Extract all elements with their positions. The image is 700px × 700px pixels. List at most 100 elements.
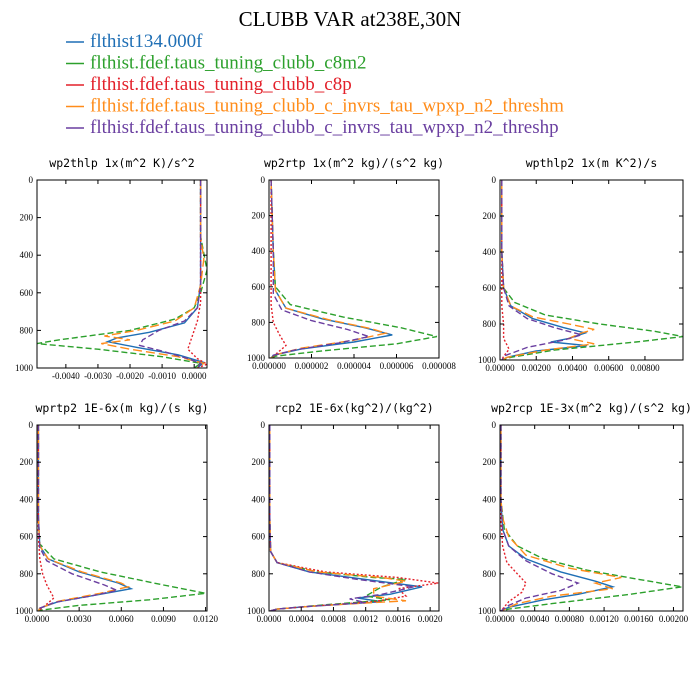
- y-tick-label: 600: [252, 532, 266, 542]
- series-line-1: [270, 180, 393, 358]
- y-tick-label: 800: [483, 319, 497, 329]
- x-tick-label: 0.00400: [558, 363, 588, 373]
- x-tick-label: 0.000002: [295, 361, 329, 371]
- legend-label: flthist.fdef.taus_tuning_clubb_c8p: [90, 74, 352, 95]
- y-tick-label: 1000: [15, 363, 34, 373]
- y-tick-label: 800: [20, 325, 34, 335]
- x-tick-label: -0.0030: [84, 371, 112, 381]
- x-tick-label: 0.0090: [151, 614, 176, 624]
- plot-frame: [499, 424, 684, 612]
- series-line-4: [501, 180, 595, 360]
- x-tick-label: 0.0030: [67, 614, 92, 624]
- panel-6: wp2rcp 1E-3x(m^2 kg)/(s^2 kg) 0 200 400 600 8…: [478, 401, 692, 624]
- legend: flthist134.000fflthist.fdef.taus_tuning_…: [66, 31, 564, 138]
- x-tick-label: 0.0000: [182, 371, 207, 381]
- series-line-2: [500, 425, 683, 611]
- x-tick-label: 0.00200: [659, 614, 689, 624]
- x-tick-label: 0.000000: [252, 361, 286, 371]
- y-tick-label: 800: [252, 317, 266, 327]
- x-tick-label: 0.00040: [520, 614, 550, 624]
- y-tick-label: 400: [483, 494, 497, 504]
- x-tick-label: 0.000008: [422, 361, 456, 371]
- panel-title: wp2rtp 1x(m^2 kg)/(s^2 kg): [264, 156, 444, 170]
- x-tick-label: 0.00800: [630, 363, 660, 373]
- y-tick-label: 0: [29, 175, 34, 185]
- y-tick-label: 0: [29, 420, 34, 430]
- y-tick-label: 1000: [478, 606, 497, 616]
- y-tick-label: 1000: [478, 355, 497, 365]
- y-tick-label: 200: [20, 213, 34, 223]
- y-tick-label: 400: [20, 494, 34, 504]
- y-tick-label: 0: [261, 420, 266, 430]
- x-tick-label: 0.00120: [589, 614, 619, 624]
- series-line-2: [501, 180, 683, 360]
- y-tick-label: 0: [492, 420, 497, 430]
- legend-label: flthist.fdef.taus_tuning_clubb_c_invrs_t…: [90, 96, 564, 117]
- y-tick-label: 600: [252, 282, 266, 292]
- legend-label: flthist.fdef.taus_tuning_clubb_c8m2: [90, 53, 367, 74]
- y-tick-label: 400: [252, 246, 266, 256]
- series-line-4: [500, 425, 622, 611]
- x-tick-label: 0.0060: [109, 614, 134, 624]
- x-tick-label: 0.00160: [624, 614, 654, 624]
- x-tick-label: 0.0000: [257, 614, 282, 624]
- x-tick-label: 0.0120: [193, 614, 218, 624]
- series-line-3: [500, 425, 527, 611]
- y-tick-label: 200: [483, 211, 497, 221]
- series-line-1: [105, 180, 206, 368]
- x-tick-label: 0.0016: [386, 614, 411, 624]
- panel-3: wpthlp2 1x(m K^2)/s020040060080010000.00…: [478, 156, 684, 373]
- panel-title: wprtp2 1E-6x(m kg)/(s kg): [35, 401, 208, 415]
- series-line-5: [138, 180, 202, 368]
- panel-1: wp2thlp 1x(m^2 K)/s^2 0 200 400 600 800 1000 -0…: [15, 156, 208, 381]
- plot-frame: [36, 424, 208, 612]
- y-tick-label: 600: [20, 532, 34, 542]
- panel-5: rcp2 1E-6x(kg^2)/(kg^2) 0 200 400 600 800 1000…: [247, 401, 443, 624]
- x-tick-label: 0.00080: [555, 614, 585, 624]
- x-tick-label: -0.0040: [52, 371, 80, 381]
- x-tick-label: 0.000006: [380, 361, 414, 371]
- y-tick-label: 200: [20, 457, 34, 467]
- legend-label: flthist134.000f: [90, 31, 203, 52]
- y-tick-label: 1000: [247, 606, 266, 616]
- panels: wp2thlp 1x(m^2 K)/s^2 0 200 400 600 800 1000 -0…: [15, 156, 692, 624]
- y-tick-label: 400: [20, 250, 34, 260]
- y-tick-label: 1000: [247, 353, 266, 363]
- series-line-5: [501, 180, 585, 360]
- series-line-2: [37, 180, 207, 368]
- series-line-3: [37, 425, 55, 611]
- panel-title: wpthlp2 1x(m K^2)/s: [526, 156, 658, 170]
- figure-title: CLUBB VAR at238E,30N: [239, 7, 462, 31]
- series-line-3: [501, 180, 510, 360]
- x-tick-label: 0.0004: [289, 614, 314, 624]
- plot-frame: [268, 424, 440, 612]
- y-tick-label: 400: [483, 247, 497, 257]
- x-tick-label: 0.00200: [522, 363, 552, 373]
- panel-title: wp2rcp 1E-3x(m^2 kg)/(s^2 kg): [491, 401, 692, 415]
- y-tick-label: 200: [483, 457, 497, 467]
- series-line-5: [500, 425, 581, 611]
- x-tick-label: 0.00000: [485, 614, 515, 624]
- legend-label: flthist.fdef.taus_tuning_clubb_c_invrs_t…: [90, 117, 559, 138]
- series-line-5: [269, 425, 415, 611]
- x-tick-label: 0.0012: [353, 614, 378, 624]
- plot-frame: [36, 179, 208, 369]
- y-tick-label: 600: [483, 283, 497, 293]
- x-tick-label: -0.0010: [148, 371, 176, 381]
- series-line-4: [101, 180, 206, 368]
- series-line-3: [269, 425, 439, 611]
- y-tick-label: 800: [483, 569, 497, 579]
- series-line-4: [270, 180, 389, 358]
- y-tick-label: 200: [252, 211, 266, 221]
- x-tick-label: 0.0008: [321, 614, 346, 624]
- y-tick-label: 1000: [15, 606, 34, 616]
- y-tick-label: 600: [20, 288, 34, 298]
- x-tick-label: -0.0020: [116, 371, 144, 381]
- y-tick-label: 200: [252, 457, 266, 467]
- panel-title: rcp2 1E-6x(kg^2)/(kg^2): [274, 401, 433, 415]
- y-tick-label: 800: [252, 569, 266, 579]
- y-tick-label: 0: [261, 175, 266, 185]
- series-line-4: [269, 425, 407, 611]
- plot-frame: [499, 179, 684, 361]
